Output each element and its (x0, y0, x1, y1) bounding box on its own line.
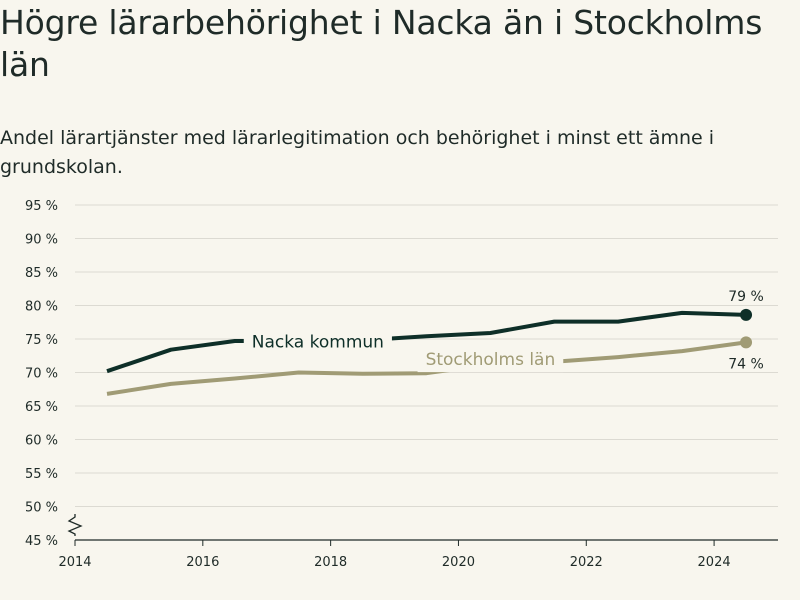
y-tick-label: 85 % (25, 266, 58, 281)
series-lines (106, 308, 753, 396)
series-end-point (740, 308, 753, 321)
series-end-label: 74 % (728, 356, 764, 372)
chart-title: Högre lärarbehörighet i Nacka än i Stock… (0, 3, 763, 84)
series-end-point (740, 336, 753, 349)
y-tick-label: 45 % (25, 534, 58, 549)
x-tick-label: 2018 (314, 555, 347, 570)
series-label: Nacka kommun (252, 333, 384, 353)
y-tick-label: 80 % (25, 300, 58, 315)
y-tick-label: 55 % (25, 467, 58, 482)
axes: 45 % 50 % 55 % 60 % 65 % 70 % 75 % 80 % 85 % 90 %… (25, 199, 778, 570)
x-tick-label: 2022 (570, 555, 603, 570)
y-tick-label: 75 % (25, 333, 58, 348)
axis-break-icon (67, 514, 83, 536)
series-label-background (243, 330, 392, 355)
y-tick-label: 65 % (25, 400, 58, 415)
chart-subtitle: Andel lärartjänster med lärarlegitimatio… (0, 127, 715, 178)
y-tick-label: 60 % (25, 434, 58, 449)
x-tick-label: 2024 (698, 555, 731, 570)
y-tick-label: 50 % (25, 501, 58, 516)
x-tick-label: 2014 (58, 555, 91, 570)
labels: 79 % Nacka kommun 74 % Stockholms län (243, 289, 764, 373)
x-tick-label: 2016 (186, 555, 219, 570)
y-tick-label: 90 % (25, 233, 58, 248)
x-tick-label: 2020 (442, 555, 475, 570)
series-label: Stockholms län (426, 350, 556, 370)
series-line (106, 340, 747, 396)
series-end-label: 79 % (728, 289, 764, 305)
series-label-background (417, 348, 564, 373)
y-tick-label: 95 % (25, 199, 58, 214)
y-tick-label: 70 % (25, 367, 58, 382)
series-line (106, 310, 747, 374)
